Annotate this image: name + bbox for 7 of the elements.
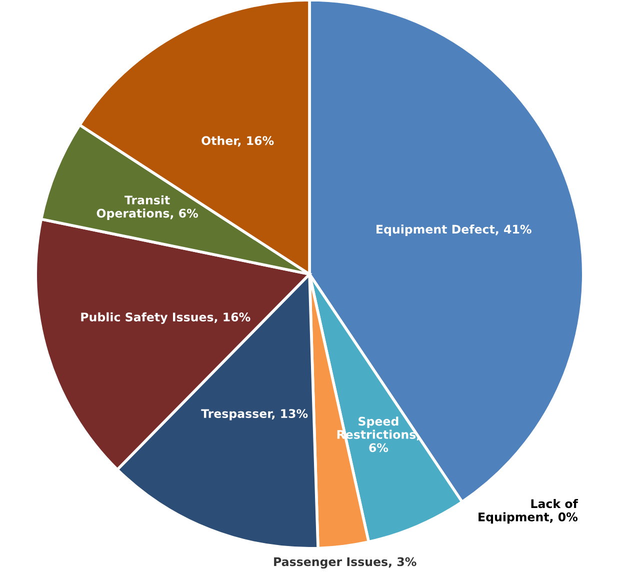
slice-label: Other, 16% [202,136,274,147]
slice-label: Public Safety Issues, 16% [81,312,250,324]
slice-label: Equipment Defect, 41% [376,224,532,236]
category-label: Lack of Equipment, 0% [478,499,578,524]
slice-label: Transit Operations, 6% [96,195,198,220]
slice-label: Trespasser, 13% [201,409,308,420]
slice-label: Passenger Issues, 3% [274,557,416,569]
